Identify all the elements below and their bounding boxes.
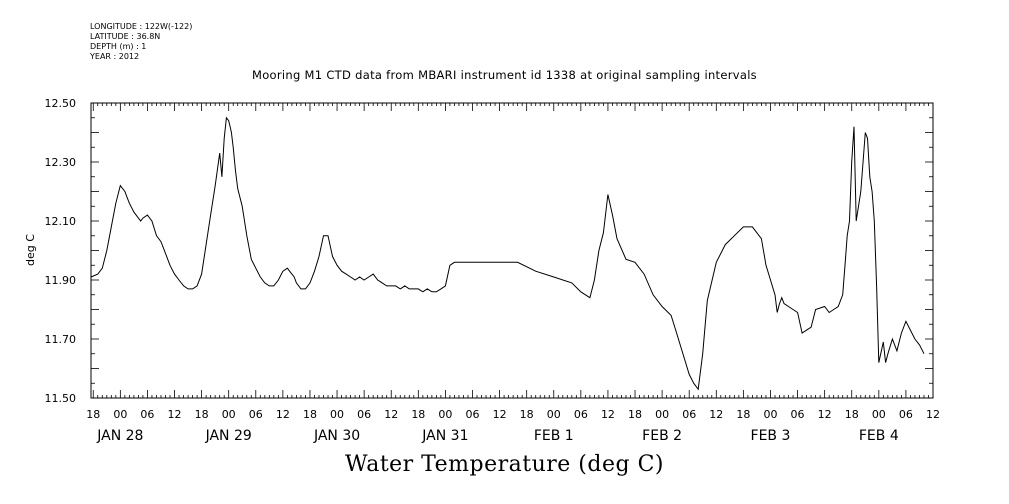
x-tick-label: 18 <box>86 408 100 421</box>
x-tick-label: 12 <box>709 408 723 421</box>
x-date-label: JAN 30 <box>313 428 360 444</box>
x-tick-label: 06 <box>465 408 479 421</box>
x-tick-label: 12 <box>601 408 615 421</box>
x-date-label: FEB 4 <box>859 428 899 444</box>
y-tick-label: 11.90 <box>45 274 77 287</box>
footer-title: Water Temperature (deg C) <box>345 452 664 477</box>
x-tick-label: 06 <box>140 408 154 421</box>
x-tick-label: 18 <box>845 408 859 421</box>
x-tick-label: 18 <box>520 408 534 421</box>
x-tick-label: 18 <box>195 408 209 421</box>
x-tick-label: 12 <box>276 408 290 421</box>
meta-latitude: LATITUDE : 36.8N <box>90 32 161 41</box>
x-tick-label: 06 <box>574 408 588 421</box>
y-tick-label: 11.70 <box>45 333 77 346</box>
chart-title: Mooring M1 CTD data from MBARI instrumen… <box>252 68 757 82</box>
meta-year: YEAR : 2012 <box>90 52 140 61</box>
x-tick-label: 12 <box>493 408 507 421</box>
x-tick-label: 00 <box>763 408 777 421</box>
x-tick-label: 00 <box>655 408 669 421</box>
temperature-chart: 18 00 06 12 18 00 06 12 18 00 06 12 18 00 06 12 18 00 06 12… <box>24 97 940 444</box>
x-tick-label: 18 <box>411 408 425 421</box>
x-tick-label: 00 <box>438 408 452 421</box>
x-date-label: FEB 3 <box>751 428 791 444</box>
meta-depth: DEPTH (m) : 1 <box>90 42 147 51</box>
x-tick-label: 00 <box>547 408 561 421</box>
plot-frame <box>90 102 934 399</box>
x-tick-label: 12 <box>818 408 832 421</box>
y-tick-label: 12.30 <box>45 156 77 169</box>
x-tick-label: 06 <box>357 408 371 421</box>
x-tick-label: 18 <box>628 408 642 421</box>
x-date-label: JAN 29 <box>205 428 252 444</box>
y-axis-label: deg C <box>24 234 37 266</box>
x-tick-label: 12 <box>168 408 182 421</box>
x-tick-label: 12 <box>384 408 398 421</box>
x-tick-label: 18 <box>736 408 750 421</box>
x-tick-label: 00 <box>222 408 236 421</box>
x-tick-label: 00 <box>330 408 344 421</box>
x-tick-label: 00 <box>872 408 886 421</box>
y-tick-label: 12.10 <box>45 215 77 228</box>
x-tick-label: 06 <box>791 408 805 421</box>
y-tick-label: 12.50 <box>45 97 77 110</box>
x-tick-label: 00 <box>113 408 127 421</box>
x-tick-label: 06 <box>899 408 913 421</box>
metadata-block: LONGITUDE : 122W(-122) LATITUDE : 36.8N … <box>90 22 192 62</box>
x-date-label: JAN 31 <box>421 428 468 444</box>
x-date-label: FEB 2 <box>642 428 682 444</box>
y-tick-label: 11.50 <box>45 392 77 405</box>
x-tick-label: 18 <box>303 408 317 421</box>
x-date-label: JAN 28 <box>96 428 143 444</box>
meta-longitude: LONGITUDE : 122W(-122) <box>90 22 193 31</box>
series-line-temperature <box>90 116 925 391</box>
x-tick-label: 12 <box>926 408 940 421</box>
x-tick-label: 06 <box>249 408 263 421</box>
x-date-label: FEB 1 <box>534 428 574 444</box>
x-tick-label: 06 <box>682 408 696 421</box>
